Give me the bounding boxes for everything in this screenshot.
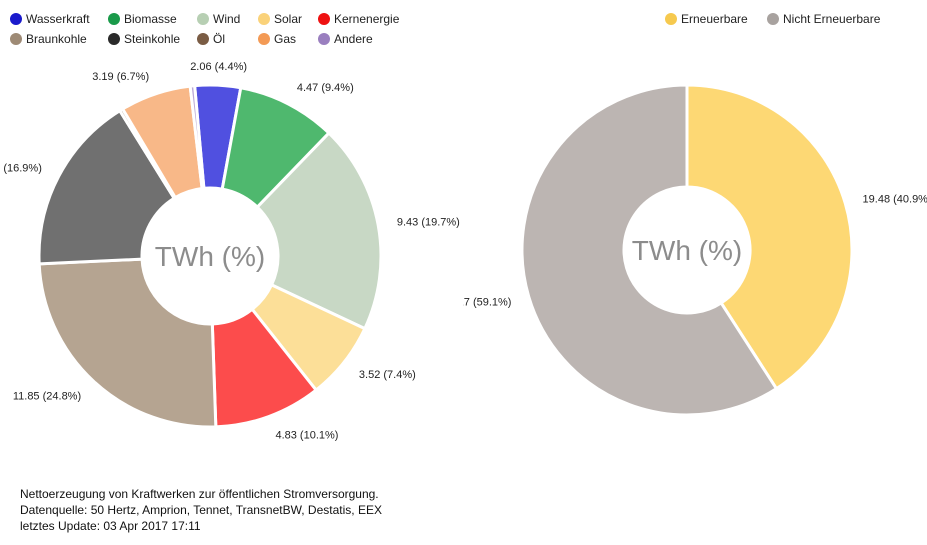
legend-marker-icon xyxy=(318,13,330,25)
slice-label-wind: 9.43 (19.7%) xyxy=(397,217,460,229)
slice-label-solar: 3.52 (7.4%) xyxy=(359,369,416,381)
legend-label: Solar xyxy=(274,12,303,26)
footer-description: Nettoerzeugung von Kraftwerken zur öffen… xyxy=(20,487,379,501)
slice-label-biomasse: 4.47 (9.4%) xyxy=(297,82,354,94)
donut-chart-renewable: 19.48 (40.9%) 28.17 (59.1%) TWh (%) xyxy=(463,83,927,417)
legend-label: Wasserkraft xyxy=(26,12,90,26)
legend-marker-icon xyxy=(258,13,270,25)
slice-label-gas: 3.19 (6.7%) xyxy=(92,71,149,83)
slice-andere[interactable] xyxy=(188,84,206,190)
legend-item-andere[interactable]: Andere xyxy=(318,32,373,46)
legend-marker-icon xyxy=(767,13,779,25)
slice-nicht-erneuerbare[interactable] xyxy=(520,83,778,417)
center-label: TWh (%) xyxy=(632,235,742,266)
legend-label: Braunkohle xyxy=(26,32,87,46)
slice-wind[interactable] xyxy=(255,131,383,331)
slice-label-nicht-erneuerbare: 28.17 (59.1%) xyxy=(463,297,511,309)
legend-label: Andere xyxy=(334,32,373,46)
legend-item-steinkohle[interactable]: Steinkohle xyxy=(108,32,180,46)
center-label: TWh (%) xyxy=(155,241,265,272)
legend-marker-icon xyxy=(197,13,209,25)
slice-label-braunkohle: 11.85 (24.8%) xyxy=(13,391,81,403)
legend-item-wind[interactable]: Wind xyxy=(197,12,240,26)
legend-label: Gas xyxy=(274,32,297,46)
legend-marker-icon xyxy=(108,13,120,25)
legend-label: Wind xyxy=(213,12,241,26)
legend-marker-icon xyxy=(665,13,677,25)
slice-label-wasserkraft: 2.06 (4.4%) xyxy=(190,61,247,73)
slice-label-erneuerbare: 19.48 (40.9%) xyxy=(863,193,927,205)
legend-item-kernenergie[interactable]: Kernenergie xyxy=(318,12,399,26)
legend-marker-icon xyxy=(10,33,22,45)
slice-label-steinkohle: 8.07 (16.9%) xyxy=(0,163,42,175)
legend-item-oel[interactable]: Öl xyxy=(197,32,225,46)
legend-marker-icon xyxy=(10,13,22,25)
footer-source: Datenquelle: 50 Hertz, Amprion, Tennet, … xyxy=(20,503,382,517)
legend-label: Erneuerbare xyxy=(681,12,748,26)
legend-marker-icon xyxy=(318,33,330,45)
legend-item-gas[interactable]: Gas xyxy=(258,32,296,46)
legend-marker-icon xyxy=(108,33,120,45)
legend-item-braunkohle[interactable]: Braunkohle xyxy=(10,32,87,46)
legend-item-nicht-erneuerbare[interactable]: Nicht Erneuerbare xyxy=(767,12,880,26)
donut-chart-sources: 2.06 (4.4%) 4.47 (9.4%) 9.43 (19.7%) 3.52 (… xyxy=(0,61,460,441)
legend-marker-icon xyxy=(197,33,209,45)
footer-update: letztes Update: 03 Apr 2017 17:11 xyxy=(20,519,201,533)
slice-label-kernenergie: 4.83 (10.1%) xyxy=(275,429,338,441)
legend-label: Öl xyxy=(213,32,225,46)
legend-label: Kernenergie xyxy=(334,12,400,26)
slice-steinkohle[interactable] xyxy=(37,109,176,266)
slice-braunkohle[interactable] xyxy=(37,257,218,429)
legend-item-wasserkraft[interactable]: Wasserkraft xyxy=(10,12,90,26)
legend-label: Nicht Erneuerbare xyxy=(783,12,881,26)
legend-marker-icon xyxy=(258,33,270,45)
legend-label: Steinkohle xyxy=(124,32,181,46)
footer-notes: Nettoerzeugung von Kraftwerken zur öffen… xyxy=(20,486,382,534)
legend-item-biomasse[interactable]: Biomasse xyxy=(108,12,177,26)
legend-item-solar[interactable]: Solar xyxy=(258,12,302,26)
legend-label: Biomasse xyxy=(124,12,177,26)
legend-item-erneuerbare[interactable]: Erneuerbare xyxy=(665,12,748,26)
